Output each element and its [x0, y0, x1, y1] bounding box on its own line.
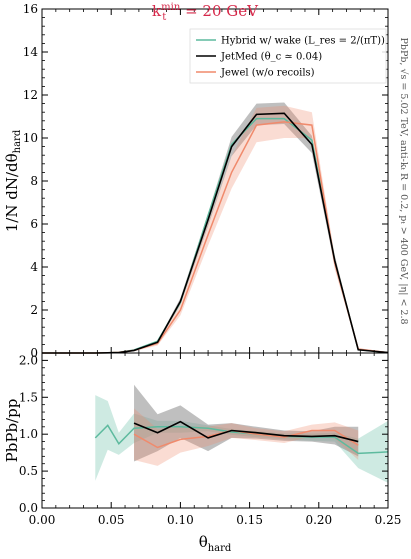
ytick-label-top-7: 14	[23, 45, 39, 59]
ytick-label-top-2: 4	[30, 260, 38, 274]
y-axis-title-top-sub: hard	[12, 129, 23, 153]
line-hybrid-top	[42, 117, 389, 354]
legend-label-jewel: Jewel (w/o recoils)	[220, 68, 315, 79]
ytick-label-top-3: 6	[30, 217, 38, 231]
ytick-label-bottom-1: 0.5	[19, 464, 38, 478]
line-jetmed-bottom	[133, 420, 359, 443]
y-axis-title-top: 1/N dN/dθhard	[3, 129, 23, 232]
legend-label-hybrid: Hybrid w/ wake (L_res = 2/(πT))	[221, 36, 385, 47]
xtick-label-4: 0.20	[305, 513, 332, 527]
chart-title-sub: t	[162, 12, 166, 23]
ytick-label-bottom-4: 2.0	[19, 353, 38, 367]
legend-label-jetmed: JetMed (θ_c ≃ 0.04)	[220, 52, 322, 63]
band-jewel-bottom	[134, 408, 359, 466]
xtick-label-1: 0.05	[98, 513, 125, 527]
xtick-label-3: 0.15	[236, 513, 263, 527]
axes-frame-bottom	[41, 352, 389, 509]
xtick-label-0: 0.00	[29, 513, 56, 527]
y-axis-title-bottom: PbPb/pp	[3, 399, 21, 463]
chart-title: kmin t = 20 GeV	[152, 2, 259, 23]
x-axis-title: θhard	[199, 533, 232, 554]
ytick-label-top-4: 8	[30, 174, 38, 188]
legend-box	[189, 28, 387, 84]
line-jetmed-top	[42, 112, 389, 354]
chart-title-rest: = 20 GeV	[180, 2, 259, 20]
chart-title-sup: min	[161, 2, 181, 13]
ytick-label-top-0: 0	[30, 346, 38, 360]
ytick-label-bottom-0: 0.0	[19, 501, 38, 515]
ytick-label-top-5: 10	[23, 131, 38, 145]
line-jewel-top	[42, 121, 389, 354]
side-note: PbPb, √s = 5.02 TeV, anti-kₜ R = 0.2, pₜ…	[398, 37, 409, 324]
ytick-label-bottom-2: 1.0	[19, 427, 38, 441]
ytick-label-top-1: 2	[30, 303, 38, 317]
ytick-label-top-6: 12	[23, 88, 38, 102]
legend: Hybrid w/ wake (L_res = 2/(πT)) JetMed (θ…	[189, 28, 387, 84]
ytick-label-bottom-3: 1.5	[19, 390, 38, 404]
line-hybrid-bottom	[94, 424, 389, 455]
bottom-panel: 0.0 0.5 1.0 1.5 2.0 0.00 0.05 0.10 0.15 0.20 0.25 P…	[3, 352, 402, 554]
figure-decor: kmin t = 20 GeV PbPb, √s = 5.02 TeV, anti-…	[152, 2, 409, 325]
xtick-label-2: 0.10	[167, 513, 194, 527]
xtick-label-5: 0.25	[375, 513, 402, 527]
band-jetmed-bottom	[134, 384, 359, 462]
x-axis-title-sub: hard	[208, 543, 232, 554]
band-jewel-top	[42, 105, 388, 353]
ytick-label-top-8: 16	[23, 2, 38, 16]
